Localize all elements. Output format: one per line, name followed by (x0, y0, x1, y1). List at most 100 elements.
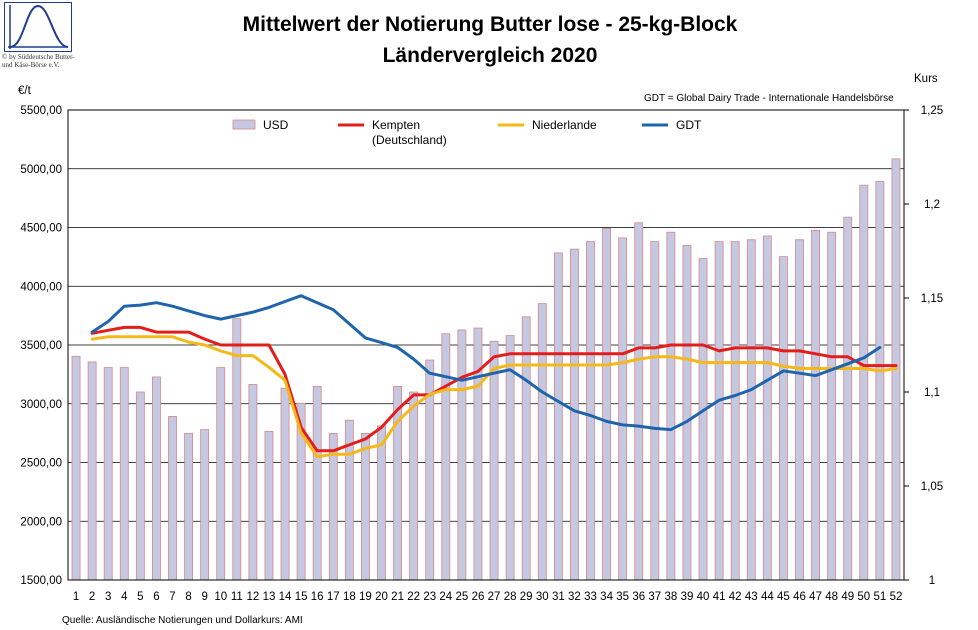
x-tick-label: 11 (231, 591, 243, 603)
usd-bar (119, 367, 129, 581)
usd-bar (216, 367, 226, 581)
gdt-note: GDT = Global Dairy Trade - International… (644, 93, 894, 104)
x-tick-label: 23 (423, 591, 436, 603)
x-tick-label: 15 (295, 591, 308, 603)
gridlines (68, 109, 904, 581)
logo-caption-line1: © by Süddeutsche Butter- (2, 53, 75, 61)
usd-bar (393, 385, 402, 581)
kempten-line (90, 325, 898, 453)
x-tick-label: 24 (439, 591, 452, 603)
usd-bar (650, 241, 660, 581)
x-tick-label: 38 (664, 591, 677, 603)
y-tick-label: 2000,00 (20, 516, 62, 528)
usd-bar (602, 228, 611, 581)
usd-bar (666, 231, 676, 581)
x-tick-label: 16 (311, 591, 324, 603)
x-tick-label: 21 (391, 591, 404, 603)
usd-bar (570, 248, 579, 581)
x-tick-label: 12 (246, 591, 259, 603)
y2-tick-label: 1,15 (921, 293, 943, 305)
usd-bar (586, 241, 595, 581)
usd-bar (280, 387, 290, 581)
y-axis-label: €/t (18, 85, 32, 97)
usd-bar (184, 432, 193, 581)
x-tick-label: 18 (343, 591, 356, 603)
usd-bar (730, 241, 740, 581)
y2-axis-label: Kurs (914, 73, 938, 85)
y2-axis-ticks: 1 1,05 1,1 1,15 1,2 1,25 (904, 105, 943, 587)
usd-bar (312, 385, 322, 581)
x-tick-label: 43 (745, 591, 758, 603)
x-tick-label: 45 (777, 591, 790, 603)
usd-bar (361, 432, 370, 581)
x-tick-label: 10 (214, 591, 227, 603)
usd-bar (264, 431, 274, 581)
usd-bar (200, 429, 210, 581)
usd-bar (859, 184, 869, 581)
usd-bar (618, 237, 628, 581)
x-tick-label: 52 (890, 591, 903, 603)
x-tick-label: 3 (105, 591, 111, 603)
x-axis-ticks: 1 2 3 4 5 6 7 8 9 10 11 12 13 14 15 16 17 18 19 20 21 22 23 24 2… (73, 591, 903, 603)
usd-bar (682, 244, 692, 581)
x-tick-label: 39 (681, 591, 694, 603)
usd-bar (377, 425, 386, 581)
usd-bar (537, 303, 547, 581)
usd-bar (168, 416, 177, 581)
gdt-line (90, 294, 882, 432)
x-tick-label: 49 (841, 591, 854, 603)
usd-bar (103, 367, 113, 581)
legend-label: Kempten (372, 118, 420, 132)
x-tick-label: 40 (697, 591, 710, 603)
x-tick-label: 22 (407, 591, 420, 603)
legend-swatch-usd (232, 119, 256, 130)
usd-bar (795, 239, 804, 581)
x-tick-label: 34 (600, 591, 613, 603)
y-tick-label: 1500,00 (20, 575, 62, 587)
y-tick-label: 4500,00 (20, 223, 62, 235)
logo-caption: © by Süddeutsche Butter- und Käse-Börse … (2, 53, 82, 69)
y-tick-label: 5500,00 (20, 105, 62, 117)
usd-bar (714, 241, 724, 581)
logo-caption-line2: und Käse-Börse e.V. (2, 61, 60, 69)
x-tick-label: 8 (185, 591, 191, 603)
usd-bar (248, 384, 258, 581)
x-tick-label: 9 (201, 591, 207, 603)
usd-bar (843, 216, 853, 581)
usd-bar (489, 340, 499, 581)
x-tick-label: 35 (616, 591, 629, 603)
y-tick-label: 5000,00 (20, 164, 62, 176)
y-tick-label: 3000,00 (20, 399, 62, 411)
x-tick-label: 1 (73, 591, 79, 603)
usd-bar (521, 316, 531, 581)
x-tick-label: 14 (279, 591, 292, 603)
x-tick-label: 44 (761, 591, 774, 603)
x-tick-label: 5 (137, 591, 143, 603)
usd-bar (409, 391, 419, 581)
x-tick-label: 33 (584, 591, 597, 603)
legend-label: (Deutschland) (372, 133, 447, 147)
usd-bar (457, 329, 467, 581)
legend-label: USD (263, 118, 289, 132)
x-tick-label: 46 (793, 591, 806, 603)
x-tick-label: 36 (632, 591, 645, 603)
y-axis-ticks: 1500,00 2000,00 2500,00 3000,00 3500,00 4000,… (20, 105, 62, 587)
x-tick-label: 42 (729, 591, 742, 603)
usd-bar (152, 376, 161, 581)
usd-bar (553, 252, 563, 581)
x-tick-label: 31 (552, 591, 565, 603)
usd-bar (71, 355, 81, 581)
niederlande-line (90, 335, 898, 459)
x-tick-label: 47 (809, 591, 822, 603)
x-tick-label: 25 (455, 591, 468, 603)
usd-bar (441, 333, 451, 581)
y-tick-label: 4000,00 (20, 281, 62, 293)
usd-bar (746, 239, 756, 581)
usd-bar (811, 229, 820, 581)
legend: USD Kempten(Deutschland) Niederlande GDT (232, 118, 702, 147)
y2-tick-label: 1,05 (921, 481, 943, 493)
x-tick-label: 50 (857, 591, 870, 603)
x-tick-label: 29 (520, 591, 533, 603)
usd-bar (87, 361, 97, 581)
